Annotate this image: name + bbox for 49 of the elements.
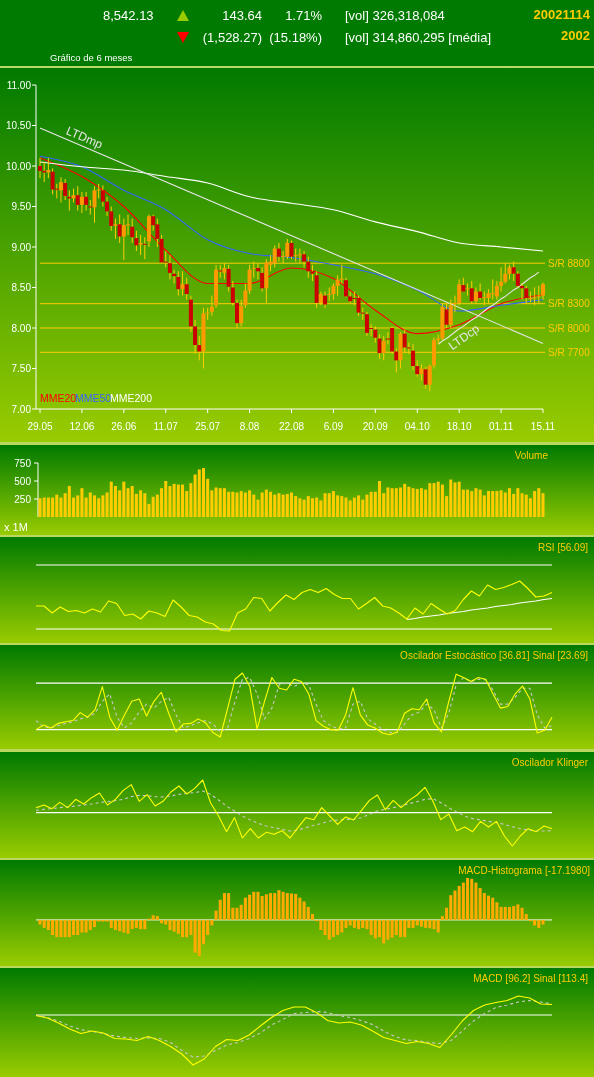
text: 1.71% (285, 8, 323, 23)
text: (15.18%) (269, 30, 322, 45)
y-tick-label: 750 (14, 457, 32, 469)
chart-title: Oscilador Estocástico [36.81] Sinal [23.69] (400, 650, 589, 661)
x-tick-label: 22.08 (278, 421, 305, 432)
ref-line-label: S/R 8800 (548, 257, 591, 269)
x-tick-label: 26.06 (111, 421, 137, 432)
text: MME50 (75, 392, 112, 404)
x-tick-label: 20.09 (362, 421, 389, 432)
text: 8,542.13 (103, 8, 154, 23)
chart-title: RSI [56.09] (537, 542, 589, 553)
chart-title: Volume (514, 450, 549, 461)
text: MME20 (40, 392, 77, 404)
text: x 1M (4, 521, 28, 533)
x-tick-label: 11.07 (153, 421, 179, 432)
x-tick-label: 04.10 (404, 421, 431, 432)
x-tick-label: 29.05 (27, 421, 53, 432)
text: (1,528.27) (202, 30, 262, 45)
text: [vol] 314,860,295 [média] (345, 30, 491, 45)
text: [vol] 326,318,084 (345, 8, 445, 23)
x-tick-label: 8.08 (239, 421, 260, 432)
x-tick-label: 25.07 (195, 421, 221, 432)
y-tick-label: 9.50 (11, 201, 32, 212)
text: 20021114 (533, 7, 591, 22)
x-tick-label: 18.10 (446, 421, 473, 432)
text: Gráfico de 6 meses (50, 52, 133, 63)
text: 2002 (561, 28, 590, 43)
y-tick-label: 8.50 (11, 282, 32, 293)
text: MME200 (110, 392, 153, 404)
chart-title: Oscilador Klinger (511, 757, 589, 768)
x-tick-label: 15.11 (530, 421, 556, 432)
text: 143.64 (222, 8, 262, 23)
y-tick-label: 500 (14, 475, 32, 487)
ref-line-label: S/R 7700 (548, 346, 591, 358)
ref-line-label: S/R 8000 (548, 322, 591, 334)
y-tick-label: 8.00 (11, 322, 32, 334)
chart-title: MACD-Histograma [-17.1980] (458, 865, 591, 876)
x-tick-label: 6.09 (323, 421, 344, 432)
y-tick-label: 11.00 (6, 79, 32, 91)
y-tick-label: 9.00 (11, 241, 32, 253)
ref-line-label: S/R 8300 (548, 298, 591, 310)
x-tick-label: 01.11 (488, 421, 514, 432)
y-tick-label: 7.00 (11, 403, 32, 415)
chart-title: MACD [96.2] Sinal [113.4] (473, 973, 589, 984)
y-tick-label: 250 (14, 493, 32, 505)
y-tick-label: 10.00 (5, 160, 32, 172)
y-tick-label: 10.50 (5, 120, 32, 131)
x-tick-label: 12.06 (69, 421, 95, 432)
y-tick-label: 7.50 (11, 363, 32, 374)
